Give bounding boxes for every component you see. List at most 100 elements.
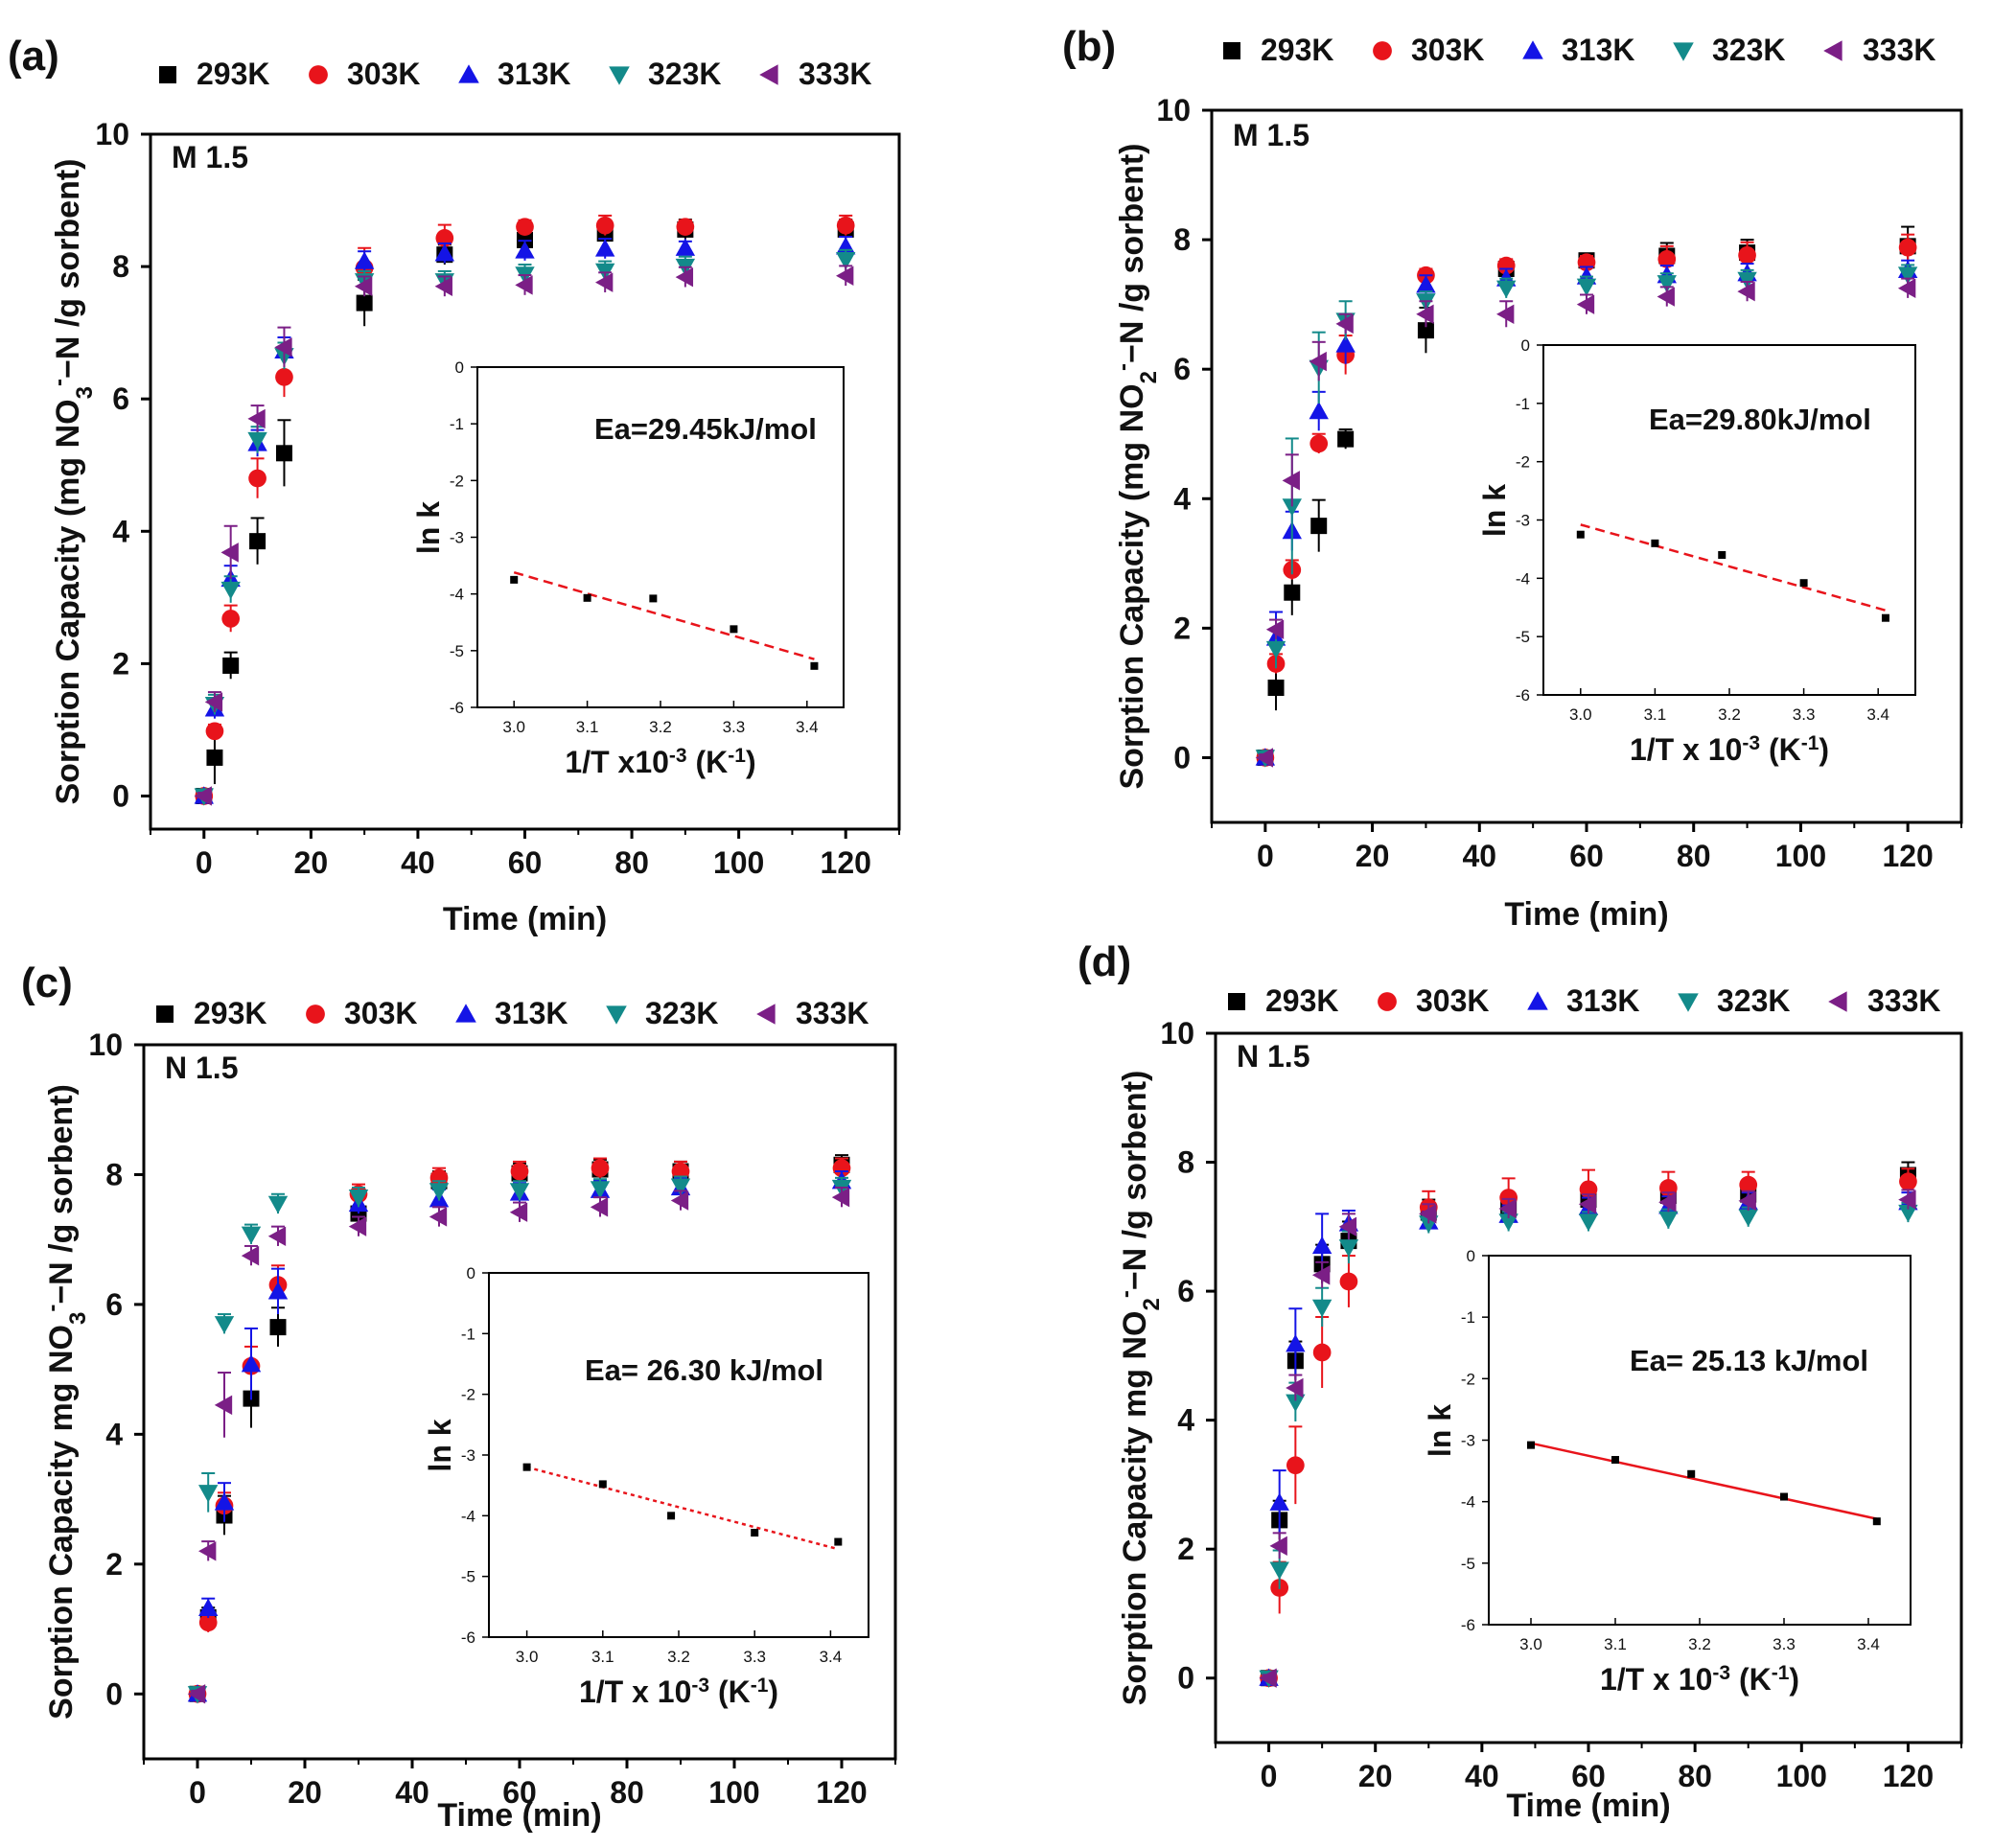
data-point (510, 1162, 529, 1181)
data-point (429, 1207, 448, 1227)
legend-marker (1527, 991, 1548, 1010)
data-point (214, 1316, 235, 1334)
data-point (241, 1245, 260, 1266)
inset-data-point (1611, 1456, 1619, 1465)
inset-x-title: 1/T x10-3 (K-1) (565, 745, 755, 780)
legend-entry-293K: 293K (1223, 33, 1334, 67)
legend-marker (606, 1005, 627, 1025)
inset-frame (488, 1272, 869, 1638)
sample-label: M 1.5 (172, 140, 248, 174)
x-tick-label: 60 (1571, 1759, 1606, 1793)
data-point (1286, 1394, 1306, 1412)
inset-data-point (1718, 551, 1726, 559)
data-point (509, 1183, 530, 1201)
inset-arrhenius: 3.0 3.1 3.2 3.3 3.4 0 -1 -2 -3 -4 -5 -6 Ea= 25.13 kJ… (1423, 1247, 1912, 1697)
data-point (1658, 1211, 1679, 1229)
x-tick-label: 120 (1883, 1759, 1934, 1793)
data-point (1282, 498, 1302, 517)
inset-fit-line (513, 570, 815, 660)
x-tick-label: 20 (1356, 839, 1390, 873)
data-point (1284, 584, 1301, 601)
legend-entry-323K: 323K (609, 57, 722, 91)
inset-data-point (1687, 1469, 1696, 1478)
legend-entry-333K: 333K (1823, 33, 1936, 67)
data-point (675, 238, 696, 256)
inset-y-title: ln k (411, 501, 446, 554)
sample-label: N 1.5 (1237, 1039, 1309, 1074)
y-tick-label: 8 (105, 1157, 123, 1191)
y-tick-label: 2 (1177, 1532, 1194, 1566)
data-point (1578, 1213, 1599, 1232)
legend-marker (309, 65, 328, 84)
y-tick-label: 6 (1177, 1274, 1194, 1308)
data-point (594, 272, 614, 292)
series-333K (194, 265, 854, 806)
data-point (247, 431, 267, 450)
x-tick-label: 120 (816, 1775, 867, 1810)
panel-label: (d) (1078, 938, 1131, 985)
x-tick-label: 80 (1678, 1759, 1712, 1793)
data-point (220, 581, 241, 600)
inset-x-tick-label: 3.3 (743, 1648, 766, 1666)
legend-entry-293K: 293K (1228, 983, 1339, 1018)
y-tick-label: 0 (112, 778, 129, 813)
legend-label: 313K (1566, 983, 1640, 1018)
inset-y-title: ln k (423, 1419, 457, 1471)
inset-y-tick-label: -4 (1516, 569, 1530, 588)
inset-y-tick-label: -2 (1516, 453, 1530, 472)
legend-label: 333K (796, 996, 869, 1030)
inset-x-tick-label: 3.4 (796, 718, 819, 736)
x-axis-title: Time (min) (437, 1797, 601, 1834)
legend-marker (1373, 41, 1392, 60)
inset-y-tick-label: -5 (461, 1568, 475, 1586)
legend-marker (1673, 42, 1694, 61)
legend-label: 293K (194, 996, 267, 1030)
data-point (220, 543, 239, 563)
inset-x-tick-label: 3.0 (502, 718, 525, 736)
inset-frame (1542, 344, 1916, 696)
data-point (1899, 1172, 1917, 1191)
inset-data-point (834, 1537, 843, 1546)
data-point (434, 276, 452, 297)
data-point (509, 1202, 528, 1222)
legend-entry-333K: 333K (759, 57, 872, 91)
inset-y-tick-label: 0 (467, 1264, 475, 1282)
inset-x-tick-label: 3.2 (1688, 1635, 1711, 1653)
data-point (248, 469, 267, 488)
data-point (836, 266, 854, 286)
data-point (1269, 1492, 1289, 1511)
inset-y-tick-label: -2 (1461, 1370, 1475, 1388)
data-point (241, 1226, 262, 1244)
data-point (676, 218, 695, 237)
data-point (832, 1159, 851, 1178)
x-tick-label: 0 (189, 1775, 206, 1810)
data-point (1657, 250, 1677, 268)
data-point (1897, 266, 1918, 285)
data-point (198, 1541, 217, 1561)
legend-marker (458, 64, 479, 83)
data-point (274, 337, 292, 358)
data-point (354, 251, 375, 269)
data-point (247, 408, 266, 429)
data-point (1737, 281, 1755, 302)
data-point (354, 276, 373, 297)
data-point (198, 1613, 218, 1632)
inset-y-tick-label: 0 (455, 358, 464, 377)
legend-label: 303K (1416, 983, 1490, 1018)
legend-marker (1522, 40, 1543, 59)
inset-x-tick-label: 3.1 (576, 718, 599, 736)
x-tick-label: 40 (1462, 839, 1496, 873)
legend-entry-333K: 333K (1828, 983, 1941, 1018)
legend-entry-293K: 293K (159, 57, 270, 91)
inset-x-tick-label: 3.2 (1718, 705, 1741, 724)
data-point (275, 368, 293, 386)
data-point (1496, 304, 1515, 324)
data-point (1335, 335, 1356, 353)
data-point (1576, 278, 1597, 296)
series-333K (1259, 1189, 1916, 1688)
data-point (198, 1598, 219, 1617)
data-point (1739, 1175, 1758, 1194)
inset-y-tick-label: -3 (450, 529, 464, 547)
x-tick-label: 100 (708, 1775, 759, 1810)
